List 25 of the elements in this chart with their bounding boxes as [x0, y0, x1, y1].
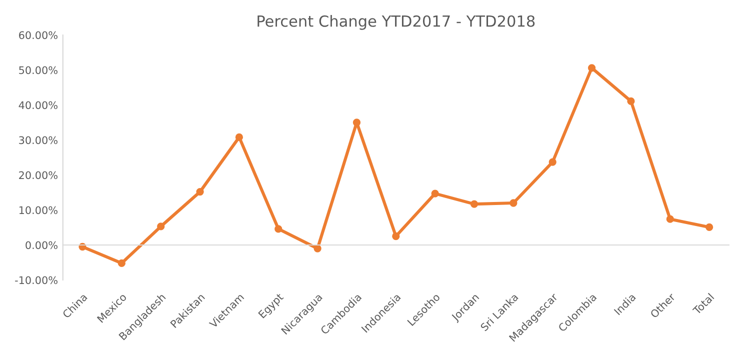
point — [196, 188, 204, 196]
y-tick-label: 10.00% — [19, 206, 58, 214]
chart-title: Percent Change YTD2017 - YTD2018 — [258, 15, 535, 30]
point — [392, 232, 400, 240]
y-tick-label: 50.00% — [19, 66, 58, 74]
point — [548, 158, 556, 166]
point — [314, 244, 322, 252]
point — [118, 259, 126, 268]
point — [235, 133, 244, 142]
point — [431, 190, 439, 198]
point — [470, 200, 478, 208]
point — [157, 222, 165, 230]
y-tick-label: 60.00% — [19, 31, 58, 40]
point — [588, 64, 596, 72]
point — [705, 223, 714, 231]
point — [352, 118, 361, 126]
y-tick-label: 0.00% — [26, 241, 58, 250]
point — [510, 199, 518, 207]
y-tick-label: 30.00% — [19, 136, 58, 144]
y-tick-label: 20.00% — [19, 171, 58, 180]
y-tick-label: 40.00% — [18, 101, 58, 110]
y-tick-label: -10.00% — [15, 276, 58, 284]
point — [666, 215, 674, 223]
point — [274, 225, 282, 233]
point — [627, 97, 635, 105]
